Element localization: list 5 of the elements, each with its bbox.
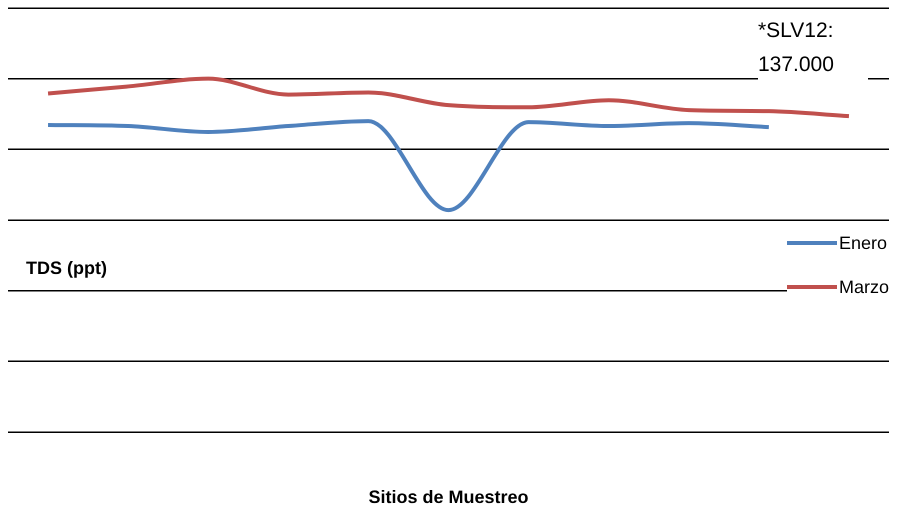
legend-label: Marzo (838, 276, 889, 298)
x-axis-title: Sitios de Muestreo (367, 487, 530, 508)
text: *SLV12: 137.000 (758, 14, 868, 82)
legend-label: Enero (838, 232, 888, 254)
y-axis-title: TDS (ppt) (26, 258, 107, 279)
